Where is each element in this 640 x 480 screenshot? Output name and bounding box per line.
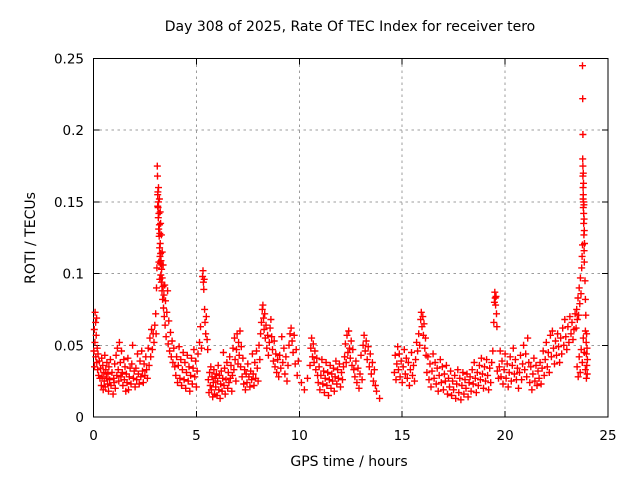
y-tick-label: 0.05 bbox=[54, 338, 84, 354]
chart-title: Day 308 of 2025, Rate Of TEC Index for r… bbox=[165, 19, 536, 35]
x-tick-label: 20 bbox=[497, 428, 514, 444]
axis-ticks bbox=[93, 58, 609, 418]
y-axis-label: ROTI / TECUs bbox=[23, 192, 39, 284]
x-tick-label: 0 bbox=[89, 428, 98, 444]
x-tick-label: 5 bbox=[192, 428, 201, 444]
y-tick-label: 0.15 bbox=[54, 195, 84, 211]
x-tick-labels: 0 5 10 15 20 25 bbox=[89, 428, 616, 444]
y-tick-label: 0.1 bbox=[63, 267, 84, 283]
plot-frame bbox=[93, 58, 609, 418]
y-tick-label: 0 bbox=[75, 410, 84, 426]
x-tick-label: 25 bbox=[599, 428, 616, 444]
x-tick-label: 15 bbox=[394, 428, 411, 444]
data-points-roti-series bbox=[90, 62, 591, 404]
y-tick-label: 0.25 bbox=[54, 52, 84, 68]
grid-lines bbox=[93, 58, 608, 417]
x-tick-label: 10 bbox=[291, 428, 308, 444]
x-axis-label: GPS time / hours bbox=[290, 454, 407, 470]
y-tick-labels: 0 0.05 0.1 0.15 0.2 0.25 bbox=[54, 52, 84, 427]
y-tick-label: 0.2 bbox=[63, 123, 84, 139]
